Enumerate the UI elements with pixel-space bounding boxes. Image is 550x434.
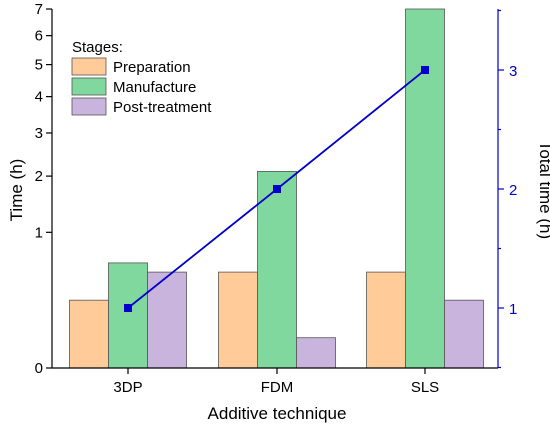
bar-preparation-fdm: [218, 271, 258, 369]
legend-swatch-manufacture: [71, 77, 107, 96]
x-tick-label-3dp: 3DP: [113, 379, 142, 396]
bar-post-treatment-fdm: [296, 337, 336, 369]
axes-layer: 0 1 2 3 4 5 6 7 1 2 3 3DP FDM SLS: [35, 1, 518, 396]
bar-preparation-3dp: [69, 299, 109, 369]
y2-tick-label-3: 3: [509, 63, 517, 80]
y2-axis-label: Total time (h): [536, 141, 550, 239]
legend-label-manufacture: Manufacture: [113, 79, 196, 96]
bar-manufacture-fdm: [257, 170, 297, 369]
x-axis-label: Additive technique: [208, 404, 347, 423]
total-time-point-fdm: [273, 185, 281, 193]
legend-label-post-treatment: Post-treatment: [113, 99, 212, 116]
y2-tick-label-1: 1: [509, 301, 517, 318]
legend-swatch-preparation: [71, 57, 107, 76]
bar-manufacture-3dp: [108, 262, 148, 369]
total-time-point-sls: [421, 66, 429, 74]
y-tick-label-5: 5: [35, 57, 43, 74]
y-tick-label-1: 1: [35, 224, 43, 241]
y-tick-label-7: 7: [35, 1, 43, 18]
x-tick-label-sls: SLS: [411, 379, 439, 396]
y2-tick-label-2: 2: [509, 182, 517, 199]
bar-post-treatment-sls: [444, 299, 484, 369]
x-tick-label-fdm: FDM: [261, 379, 294, 396]
y-tick-label-0: 0: [35, 360, 43, 377]
y-tick-label-2: 2: [35, 168, 43, 185]
y-axis-label: Time (h): [7, 159, 26, 222]
total-time-line-layer: [124, 66, 429, 312]
legend-label-preparation: Preparation: [113, 59, 191, 76]
bar-post-treatment-3dp: [147, 271, 187, 369]
y-tick-label-3: 3: [35, 125, 43, 142]
total-time-point-3dp: [124, 304, 132, 312]
legend-swatch-post-treatment: [71, 97, 107, 116]
y-tick-label-6: 6: [35, 28, 43, 45]
legend-title: Stages:: [72, 39, 123, 56]
legend: Stages: Preparation Manufacture Post-treatm…: [71, 39, 212, 116]
y-tick-label-4: 4: [35, 89, 43, 106]
bar-manufacture-sls: [405, 8, 445, 369]
bar-preparation-sls: [366, 271, 406, 369]
